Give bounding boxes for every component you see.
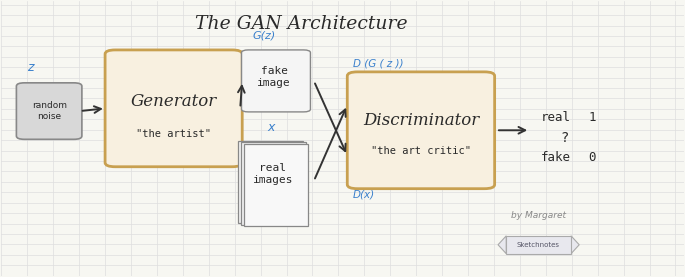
FancyBboxPatch shape xyxy=(242,50,310,112)
FancyBboxPatch shape xyxy=(105,50,242,167)
Text: Discriminator: Discriminator xyxy=(363,112,479,129)
Text: fake: fake xyxy=(540,151,571,164)
Text: z: z xyxy=(27,61,34,74)
FancyBboxPatch shape xyxy=(347,72,495,189)
FancyBboxPatch shape xyxy=(244,144,308,226)
Text: real: real xyxy=(540,111,571,124)
FancyBboxPatch shape xyxy=(238,141,303,223)
Text: G(z): G(z) xyxy=(252,31,275,41)
Text: D (G ( z )): D (G ( z )) xyxy=(353,58,403,68)
Text: x: x xyxy=(267,121,275,134)
FancyBboxPatch shape xyxy=(506,236,571,254)
Text: ?: ? xyxy=(560,132,569,145)
Polygon shape xyxy=(571,236,580,254)
Polygon shape xyxy=(498,236,506,254)
Text: random
noise: random noise xyxy=(32,101,66,121)
FancyBboxPatch shape xyxy=(16,83,82,139)
Text: D(x): D(x) xyxy=(353,190,375,200)
Text: real
images: real images xyxy=(253,163,293,185)
Text: "the artist": "the artist" xyxy=(136,129,211,139)
Text: 1: 1 xyxy=(588,111,595,124)
FancyBboxPatch shape xyxy=(241,142,306,225)
Text: The GAN Architecture: The GAN Architecture xyxy=(195,15,408,33)
Text: fake
image: fake image xyxy=(258,66,291,88)
Text: 0: 0 xyxy=(588,151,595,164)
Text: Generator: Generator xyxy=(130,93,216,110)
Text: Sketchnotes: Sketchnotes xyxy=(516,242,560,248)
Text: by Margaret: by Margaret xyxy=(511,211,566,220)
Text: "the art critic": "the art critic" xyxy=(371,146,471,156)
